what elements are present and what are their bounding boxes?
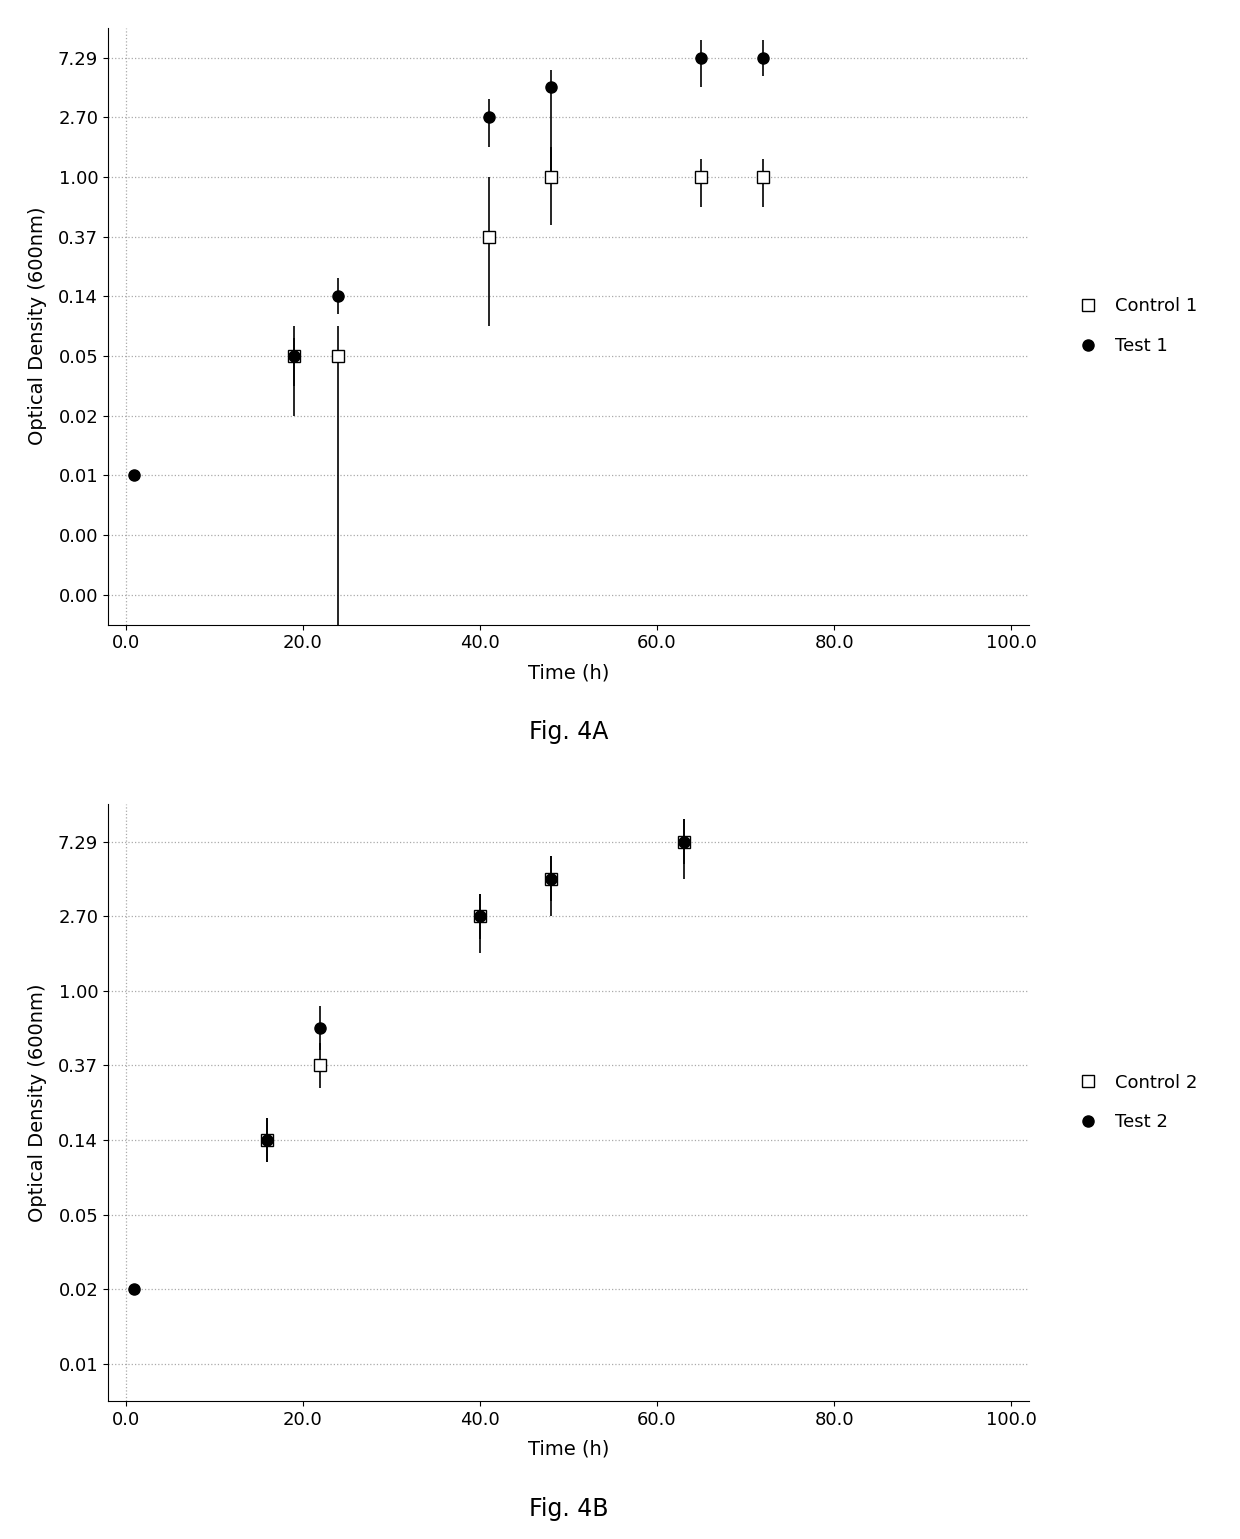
Y-axis label: Optical Density (600nm): Optical Density (600nm) — [27, 206, 47, 445]
Text: Fig. 4B: Fig. 4B — [528, 1496, 608, 1521]
Legend: Control 2, Test 2: Control 2, Test 2 — [1063, 1067, 1204, 1139]
Text: Fig. 4A: Fig. 4A — [528, 720, 608, 743]
X-axis label: Time (h): Time (h) — [528, 663, 609, 682]
Legend: Control 1, Test 1: Control 1, Test 1 — [1063, 291, 1204, 362]
X-axis label: Time (h): Time (h) — [528, 1441, 609, 1459]
Y-axis label: Optical Density (600nm): Optical Density (600nm) — [27, 983, 47, 1222]
